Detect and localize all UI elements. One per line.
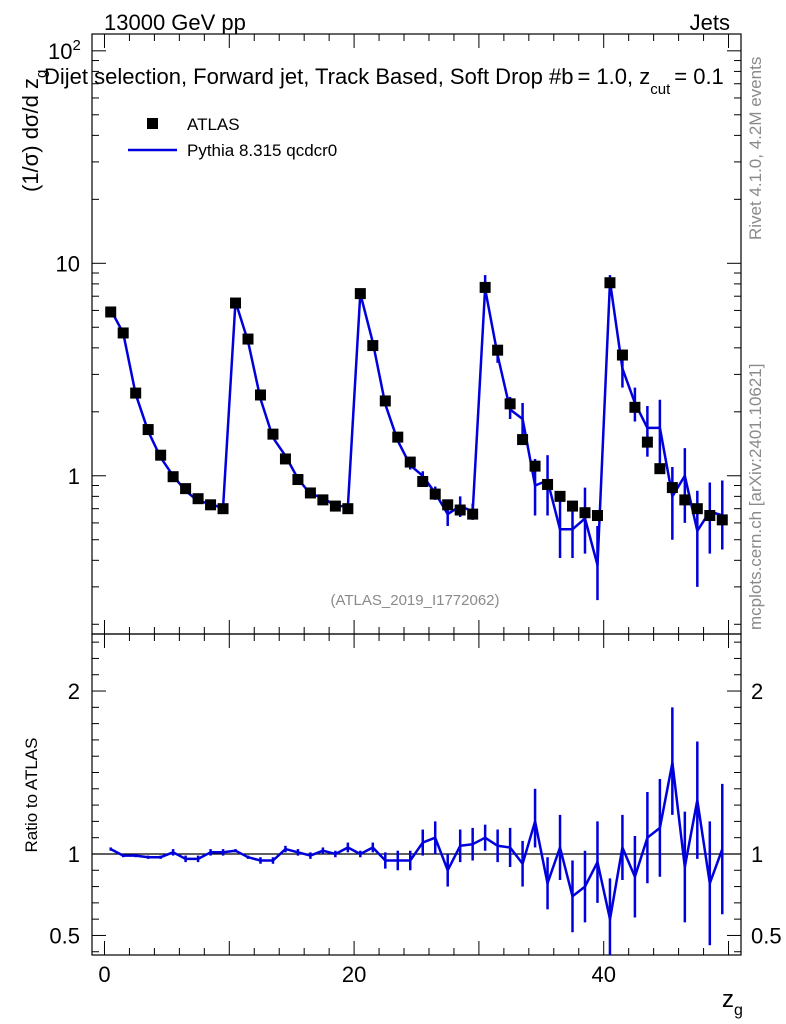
atlas-data-point bbox=[230, 297, 242, 309]
atlas-data-point bbox=[117, 327, 129, 339]
atlas-data-point bbox=[367, 340, 379, 352]
y-tick-label: 10 bbox=[56, 251, 80, 276]
atlas-data-point bbox=[354, 288, 366, 300]
atlas-data-point bbox=[180, 483, 192, 495]
ratio-y-axis-title: Ratio to ATLAS bbox=[22, 738, 41, 853]
atlas-data-point bbox=[454, 504, 466, 516]
atlas-data-point bbox=[254, 389, 266, 401]
atlas-data-point bbox=[504, 398, 516, 410]
pythia-series-line bbox=[109, 280, 723, 567]
atlas-data-point bbox=[704, 510, 716, 522]
atlas-data-point bbox=[267, 428, 279, 440]
atlas-data-point bbox=[629, 401, 641, 413]
atlas-data-point bbox=[155, 449, 167, 461]
selection-title: Dijet selection, Forward jet, Track Base… bbox=[44, 64, 724, 98]
legend-pythia-label: Pythia 8.315 qcdcr0 bbox=[187, 141, 337, 160]
atlas-data-point bbox=[716, 514, 728, 526]
ratio-y-tick-label-right: 2 bbox=[751, 679, 763, 704]
atlas-data-point bbox=[105, 306, 117, 318]
category-label: Jets bbox=[690, 10, 730, 35]
atlas-data-point bbox=[417, 475, 429, 487]
atlas-data-point bbox=[479, 281, 491, 293]
mcplots-label: mcplots.cern.ch [arXiv:2401.10621] bbox=[746, 364, 765, 630]
atlas-data-point bbox=[442, 499, 454, 511]
atlas-data-point bbox=[142, 424, 154, 436]
x-axis-title: zg bbox=[722, 986, 743, 1019]
ratio-y-tick-label-left: 1 bbox=[68, 842, 80, 867]
atlas-data-point bbox=[217, 503, 229, 515]
atlas-data-point bbox=[542, 478, 554, 490]
atlas-data-point bbox=[654, 463, 666, 475]
atlas-data-point bbox=[304, 487, 316, 499]
ratio-y-tick-label-right: 1 bbox=[751, 842, 763, 867]
atlas-data-point bbox=[616, 349, 628, 361]
atlas-data-point bbox=[392, 431, 404, 443]
legend-atlas-label: ATLAS bbox=[187, 115, 240, 134]
atlas-data-point bbox=[691, 503, 703, 515]
atlas-data-point bbox=[242, 333, 254, 345]
atlas-data-point bbox=[342, 503, 354, 515]
atlas-data-point bbox=[404, 456, 416, 468]
atlas-data-point bbox=[554, 490, 566, 502]
atlas-data-point bbox=[604, 277, 616, 289]
ratio-y-tick-label-right: 0.5 bbox=[751, 923, 782, 948]
atlas-data-point bbox=[192, 493, 204, 505]
x-tick-label: 40 bbox=[591, 962, 615, 987]
atlas-data-point bbox=[279, 453, 291, 465]
y-tick-label: 1 bbox=[68, 464, 80, 489]
atlas-data-point bbox=[641, 436, 653, 448]
y-axis-title: (1/σ) dσ/d zg bbox=[18, 70, 50, 192]
atlas-data-point bbox=[130, 387, 142, 399]
atlas-data-point bbox=[329, 500, 341, 512]
x-tick-label: 20 bbox=[342, 962, 366, 987]
atlas-data-point bbox=[591, 510, 603, 522]
atlas-data-point bbox=[679, 494, 691, 506]
atlas-data-point bbox=[205, 499, 217, 511]
atlas-data-point bbox=[579, 507, 591, 519]
ratio-plot-frame bbox=[91, 633, 742, 956]
y-tick-label: 102 bbox=[48, 37, 81, 64]
x-tick-label: 0 bbox=[98, 962, 110, 987]
analysis-watermark: (ATLAS_2019_I1772062) bbox=[330, 592, 499, 609]
atlas-data-point bbox=[317, 494, 329, 506]
atlas-data-point bbox=[567, 500, 579, 512]
ratio-y-tick-label-left: 0.5 bbox=[49, 923, 80, 948]
atlas-data-point bbox=[379, 395, 391, 407]
atlas-data-point bbox=[666, 482, 678, 494]
legend-atlas-marker bbox=[147, 118, 158, 129]
atlas-data-point bbox=[429, 488, 441, 500]
ratio-y-tick-label-left: 2 bbox=[68, 679, 80, 704]
atlas-data-point bbox=[167, 471, 179, 483]
atlas-data-point bbox=[517, 434, 529, 446]
atlas-data-point bbox=[467, 508, 479, 520]
atlas-data-point bbox=[292, 474, 304, 486]
collision-label: 13000 GeV pp bbox=[104, 10, 246, 35]
ratio-series-line bbox=[110, 761, 724, 921]
rivet-version-label: Rivet 4.1.0, 4.2M events bbox=[746, 57, 765, 240]
atlas-data-point bbox=[529, 460, 541, 472]
atlas-data-point bbox=[492, 344, 504, 356]
